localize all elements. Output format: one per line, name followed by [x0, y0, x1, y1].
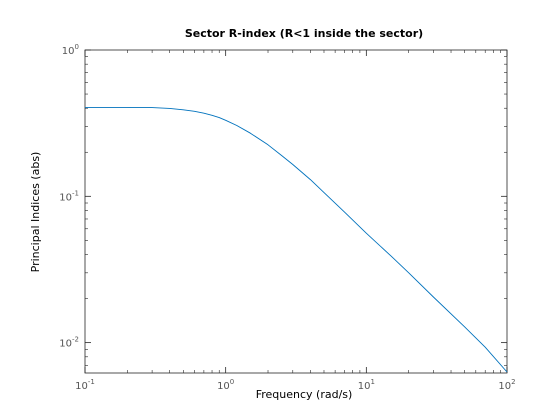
plot-area — [84, 49, 508, 374]
chart-title: Sector R-index (R<1 inside the sector) — [185, 27, 423, 40]
x-tick-label: 100 — [217, 378, 234, 392]
x-tick-label: 10-1 — [75, 378, 95, 392]
x-tick-label-exp: 1 — [370, 378, 374, 386]
y-tick-label-exp: -2 — [72, 336, 79, 344]
y-tick-label-exp: -1 — [72, 189, 79, 197]
y-axis-label: Principal Indices (abs) — [29, 152, 42, 273]
series-layer — [85, 106, 508, 373]
x-tick-label: 101 — [358, 378, 375, 392]
series-line — [85, 106, 508, 373]
y-tick-label: 10-2 — [59, 336, 79, 350]
x-tick-label-exp: -1 — [88, 378, 95, 386]
y-tick-label: 10-1 — [59, 189, 79, 203]
y-tick-label-base: 10 — [59, 192, 72, 203]
x-tick-label-base: 10 — [498, 381, 511, 392]
x-tick-label-base: 10 — [358, 381, 371, 392]
x-tick-label: 102 — [498, 378, 515, 392]
x-tick-label-base: 10 — [75, 381, 88, 392]
y-tick-label-base: 10 — [59, 339, 72, 350]
y-tick-label: 100 — [62, 43, 79, 57]
y-tick-label-base: 10 — [62, 46, 75, 57]
x-tick-label-exp: 0 — [230, 378, 234, 386]
x-axis-label: Frequency (rad/s) — [256, 388, 353, 401]
y-tick-label-exp: 0 — [75, 43, 79, 51]
x-tick-label-exp: 2 — [511, 378, 515, 386]
x-tick-label-base: 10 — [217, 381, 230, 392]
